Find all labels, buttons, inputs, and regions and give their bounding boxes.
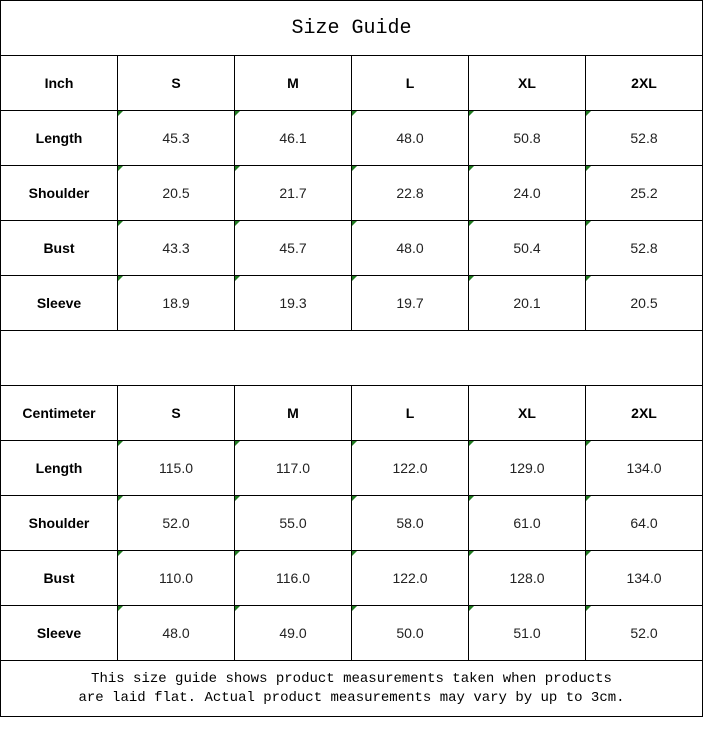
measurement-cell: 116.0 (234, 550, 352, 606)
measurement-cell: 110.0 (117, 550, 235, 606)
size-header: 2XL (585, 55, 703, 111)
measurement-cell: 52.8 (585, 110, 703, 166)
measurement-cell: 18.9 (117, 275, 235, 331)
measurement-cell: 117.0 (234, 440, 352, 496)
measurement-cell: 122.0 (351, 440, 469, 496)
measurement-cell: 19.3 (234, 275, 352, 331)
unit-header: Inch (0, 55, 118, 111)
measurement-cell: 52.8 (585, 220, 703, 276)
table-row: Length 45.3 46.1 48.0 50.8 52.8 (0, 110, 703, 166)
measurement-cell: 128.0 (468, 550, 586, 606)
measurement-cell: 45.3 (117, 110, 235, 166)
row-label: Sleeve (0, 275, 118, 331)
table-row: Bust 110.0 116.0 122.0 128.0 134.0 (0, 550, 703, 606)
table-row: Length 115.0 117.0 122.0 129.0 134.0 (0, 440, 703, 496)
measurement-cell: 50.8 (468, 110, 586, 166)
measurement-cell: 51.0 (468, 605, 586, 661)
size-header: L (351, 55, 469, 111)
measurement-cell: 24.0 (468, 165, 586, 221)
measurement-cell: 55.0 (234, 495, 352, 551)
unit-header: Centimeter (0, 385, 118, 441)
note-line-2: are laid flat. Actual product measuremen… (78, 689, 625, 706)
row-label: Shoulder (0, 495, 118, 551)
size-header: M (234, 55, 352, 111)
row-label: Bust (0, 550, 118, 606)
measurement-cell: 52.0 (585, 605, 703, 661)
measurement-cell: 25.2 (585, 165, 703, 221)
measurement-cell: 129.0 (468, 440, 586, 496)
row-label: Shoulder (0, 165, 118, 221)
measurement-cell: 46.1 (234, 110, 352, 166)
size-header: M (234, 385, 352, 441)
measurement-cell: 122.0 (351, 550, 469, 606)
measurement-cell: 20.1 (468, 275, 586, 331)
size-header: 2XL (585, 385, 703, 441)
measurement-cell: 50.0 (351, 605, 469, 661)
measurement-cell: 61.0 (468, 495, 586, 551)
measurement-cell: 22.8 (351, 165, 469, 221)
table-row: Shoulder 52.0 55.0 58.0 61.0 64.0 (0, 495, 703, 551)
note-line-1: This size guide shows product measuremen… (91, 670, 612, 687)
measurement-cell: 58.0 (351, 495, 469, 551)
row-label: Bust (0, 220, 118, 276)
size-header: XL (468, 385, 586, 441)
measurement-cell: 52.0 (117, 495, 235, 551)
measurement-cell: 49.0 (234, 605, 352, 661)
measurement-note: This size guide shows product measuremen… (0, 660, 703, 717)
header-row: Centimeter S M L XL 2XL (0, 385, 703, 441)
measurement-cell: 45.7 (234, 220, 352, 276)
measurement-cell: 20.5 (117, 165, 235, 221)
row-label: Sleeve (0, 605, 118, 661)
table-row: Sleeve 48.0 49.0 50.0 51.0 52.0 (0, 605, 703, 661)
table-row: Sleeve 18.9 19.3 19.7 20.1 20.5 (0, 275, 703, 331)
row-label: Length (0, 440, 118, 496)
size-header: L (351, 385, 469, 441)
page-title: Size Guide (0, 0, 703, 56)
measurement-cell: 21.7 (234, 165, 352, 221)
size-header: S (117, 385, 235, 441)
title-row: Size Guide (0, 0, 703, 56)
size-header: S (117, 55, 235, 111)
size-header: XL (468, 55, 586, 111)
measurement-cell: 48.0 (351, 110, 469, 166)
measurement-cell: 20.5 (585, 275, 703, 331)
table-row: Bust 43.3 45.7 48.0 50.4 52.8 (0, 220, 703, 276)
measurement-cell: 134.0 (585, 550, 703, 606)
table-row: Shoulder 20.5 21.7 22.8 24.0 25.2 (0, 165, 703, 221)
measurement-cell: 48.0 (351, 220, 469, 276)
measurement-cell: 134.0 (585, 440, 703, 496)
spacer-row (0, 330, 703, 386)
measurement-cell: 64.0 (585, 495, 703, 551)
measurement-cell: 19.7 (351, 275, 469, 331)
measurement-cell: 43.3 (117, 220, 235, 276)
measurement-cell: 50.4 (468, 220, 586, 276)
spacer-cell (0, 330, 703, 386)
row-label: Length (0, 110, 118, 166)
note-row: This size guide shows product measuremen… (0, 660, 703, 717)
header-row: Inch S M L XL 2XL (0, 55, 703, 111)
measurement-cell: 115.0 (117, 440, 235, 496)
measurement-cell: 48.0 (117, 605, 235, 661)
